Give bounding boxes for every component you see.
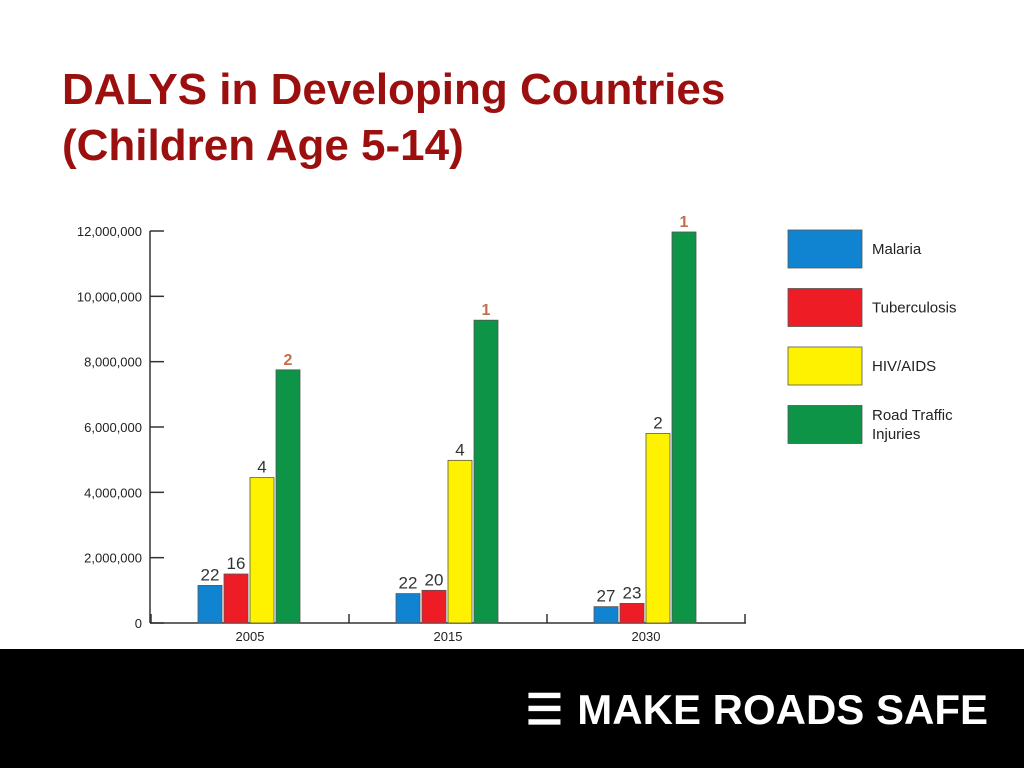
x-tick-label: 2005 (236, 629, 265, 644)
bar (223, 573, 249, 624)
legend-label: Malaria (872, 241, 922, 258)
y-tick-label: 8,000,000 (84, 355, 142, 370)
y-tick-label: 10,000,000 (77, 289, 142, 304)
bar-rank-label: 16 (227, 554, 246, 573)
y-tick-label: 6,000,000 (84, 420, 142, 435)
slide-title: DALYS in Developing Countries (Children … (62, 62, 725, 174)
y-tick-label: 4,000,000 (84, 485, 142, 500)
legend-label: Tuberculosis (872, 300, 956, 317)
bar (197, 585, 223, 624)
slide-title-line-1: DALYS in Developing Countries (62, 65, 726, 114)
bar-rank-label: 4 (257, 458, 266, 477)
footer-bar: ☰ MAKE ROADS SAFE (0, 649, 1024, 768)
slide-title-line-2: (Children Age 5-14) (62, 121, 464, 170)
menu-lines-icon: ☰ (525, 686, 564, 733)
x-tick-label: 2030 (632, 629, 661, 644)
dalys-bar-chart: 0 2,000,000 4,000,000 6,000,000 8,000,000 10,… (77, 214, 957, 644)
y-tick-label: 12,000,000 (77, 224, 142, 239)
bar-rank-label: 4 (455, 440, 464, 459)
bar-rank-label: 22 (399, 574, 418, 593)
bar (395, 593, 421, 624)
bar-rank-label: 2 (284, 352, 293, 369)
bar-rank-label: 23 (623, 583, 642, 602)
bar-rank-label: 1 (680, 214, 689, 231)
legend-swatch (787, 405, 863, 444)
bar-rank-label: 20 (425, 570, 444, 589)
bar (671, 231, 697, 624)
brand-logo: ☰ MAKE ROADS SAFE (526, 687, 988, 733)
bar (645, 433, 671, 624)
bar-rank-label: 22 (201, 565, 220, 584)
legend-label: Injuries (872, 426, 920, 443)
y-axis: 0 2,000,000 4,000,000 6,000,000 8,000,000 10,… (77, 224, 164, 631)
bar (421, 589, 447, 624)
bar-rank-label: 1 (482, 302, 491, 319)
bar (447, 459, 473, 624)
chart-legend: Malaria Tuberculosis HIV/AIDS Road Traffic I… (787, 229, 956, 444)
bar (619, 603, 645, 624)
bar-rank-label: 2 (653, 414, 662, 433)
legend-label: HIV/AIDS (872, 358, 936, 375)
x-tick-label: 2015 (434, 629, 463, 644)
legend-swatch (787, 346, 863, 386)
brand-text: MAKE ROADS SAFE (577, 686, 988, 733)
bars (197, 231, 697, 624)
bar (275, 369, 301, 624)
legend-swatch (787, 229, 863, 269)
bar-rank-label: 27 (597, 587, 616, 606)
y-tick-label: 0 (135, 616, 142, 631)
y-tick-label: 2,000,000 (84, 551, 142, 566)
bar (473, 319, 499, 624)
legend-swatch (787, 288, 863, 327)
bar (249, 477, 275, 624)
bar (593, 606, 619, 624)
legend-label: Road Traffic (872, 407, 953, 424)
